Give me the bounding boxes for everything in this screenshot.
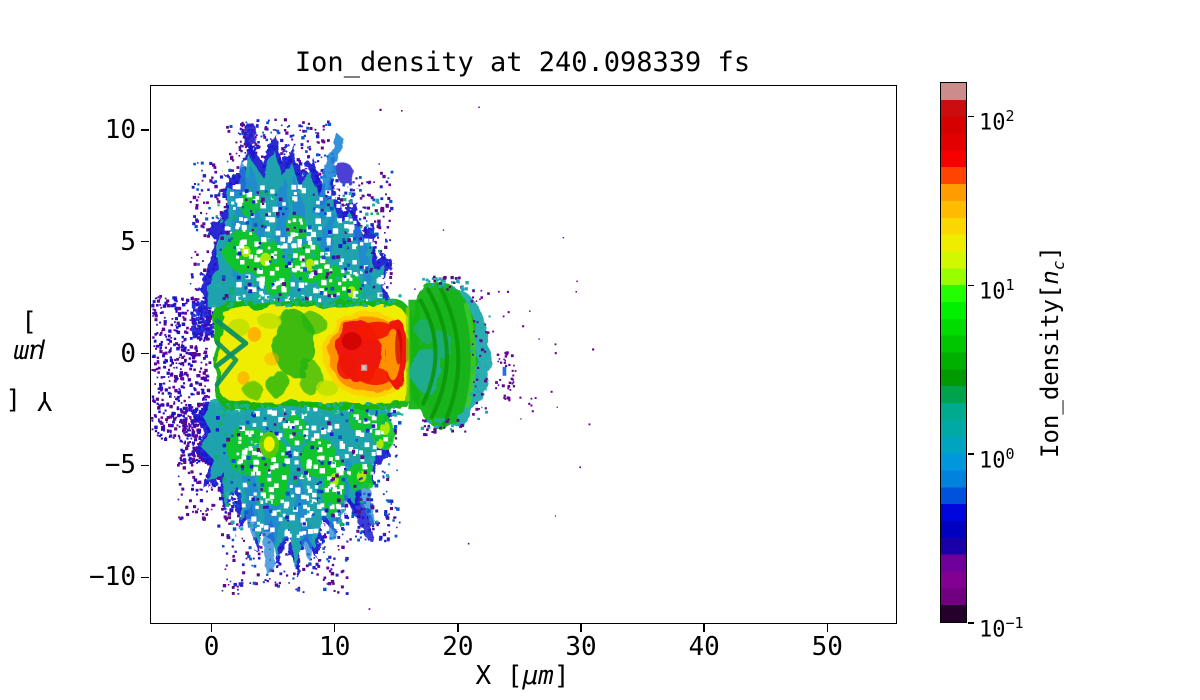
x-tick-mark bbox=[580, 623, 582, 632]
colorbar-tick-mark bbox=[968, 115, 974, 118]
colorbar-tick-label: 10−1 bbox=[979, 614, 1024, 643]
colorbar-tick-mark bbox=[968, 453, 974, 455]
density-blob bbox=[303, 312, 324, 335]
density-blob bbox=[415, 318, 433, 342]
density-speckle-field bbox=[215, 401, 404, 417]
plot-area bbox=[150, 85, 897, 624]
colorbar-tick-label: 101 bbox=[979, 276, 1015, 305]
x-tick-label: 20 bbox=[442, 632, 474, 662]
x-tick-label: 30 bbox=[565, 632, 597, 662]
density-blob bbox=[265, 371, 291, 396]
y-tick-mark bbox=[141, 129, 149, 131]
density-detail bbox=[502, 366, 507, 376]
y-tick-mark bbox=[141, 352, 149, 355]
density-blob bbox=[334, 162, 354, 185]
y-tick-mark bbox=[141, 240, 149, 243]
x-tick-mark bbox=[703, 623, 705, 632]
colorbar-tick-mark bbox=[968, 284, 974, 287]
density-blob bbox=[354, 366, 391, 385]
density-blob bbox=[237, 371, 250, 385]
density-arc bbox=[426, 287, 449, 420]
x-axis-label: X [μm] bbox=[475, 661, 570, 691]
x-tick-label: 50 bbox=[811, 632, 843, 662]
density-arc bbox=[418, 298, 438, 406]
x-tick-mark bbox=[333, 623, 336, 632]
density-speckle-field bbox=[420, 418, 467, 437]
heatmap-canvas bbox=[151, 106, 595, 610]
colorbar-tick-label: 102 bbox=[979, 107, 1015, 136]
density-blob bbox=[256, 312, 282, 329]
density-speckle-field bbox=[224, 183, 368, 237]
y-tick-mark bbox=[141, 464, 149, 467]
y-tick-label: 10 bbox=[104, 114, 136, 145]
density-speckle-field bbox=[508, 390, 558, 420]
density-blob bbox=[376, 439, 384, 449]
density-speckle-field bbox=[469, 288, 491, 420]
y-tick-label: −5 bbox=[104, 450, 136, 481]
density-detail bbox=[408, 299, 420, 410]
density-blob bbox=[263, 260, 293, 297]
density-speckle-field bbox=[492, 290, 540, 340]
density-arc bbox=[437, 283, 461, 426]
density-speckle-field bbox=[226, 293, 402, 308]
colorbar bbox=[940, 82, 967, 623]
x-tick-label: 0 bbox=[203, 632, 220, 662]
density-blob bbox=[336, 354, 357, 380]
density-blob bbox=[263, 436, 275, 452]
y-tick-label: −10 bbox=[89, 562, 136, 593]
y-tick-label: 0 bbox=[120, 338, 136, 369]
density-blob bbox=[298, 359, 321, 395]
density-speckle-field bbox=[230, 482, 348, 538]
density-blob bbox=[264, 352, 280, 366]
density-detail bbox=[405, 307, 410, 402]
x-tick-mark bbox=[210, 623, 213, 632]
x-tick-label: 10 bbox=[319, 632, 351, 662]
density-streak bbox=[214, 339, 239, 387]
x-tick-mark bbox=[826, 623, 829, 632]
density-blob bbox=[316, 380, 339, 396]
density-speckle-field bbox=[191, 300, 215, 339]
density-blob bbox=[347, 407, 371, 432]
density-blob bbox=[355, 321, 393, 341]
density-speckle-field bbox=[495, 351, 516, 400]
y-tick-mark bbox=[141, 576, 149, 578]
x-tick-label: 40 bbox=[688, 632, 720, 662]
density-blob bbox=[341, 332, 362, 351]
density-blob bbox=[247, 327, 262, 342]
density-blob bbox=[312, 133, 345, 218]
density-detail bbox=[362, 365, 366, 370]
y-tick-label: 5 bbox=[120, 226, 136, 257]
density-blob bbox=[274, 180, 289, 265]
density-blob bbox=[395, 328, 402, 365]
plot-title: Ion_density at 240.098339 fs bbox=[294, 47, 751, 78]
colorbar-tick-mark bbox=[968, 622, 974, 624]
density-speckle-field bbox=[422, 275, 469, 292]
density-blob bbox=[243, 381, 264, 400]
colorbar-tick-label: 100 bbox=[979, 445, 1015, 474]
x-tick-mark bbox=[457, 623, 459, 632]
density-blob bbox=[242, 122, 257, 144]
density-streak bbox=[214, 318, 249, 369]
